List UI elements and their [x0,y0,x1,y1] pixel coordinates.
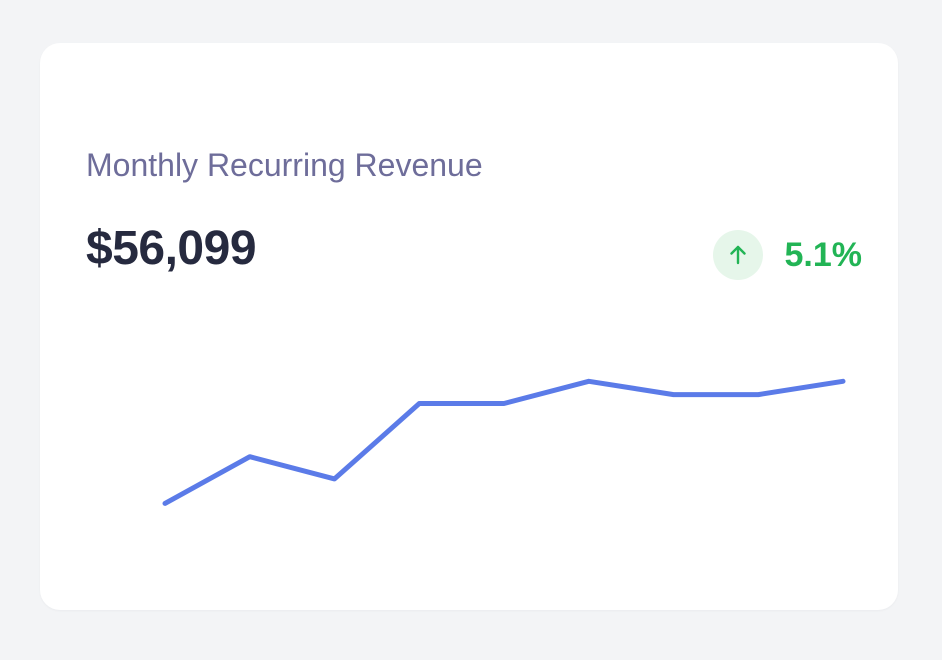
trend-indicator: 5.1% [712,230,863,280]
arrow-up-icon [712,230,763,280]
metric-value: $56,099 [86,222,257,275]
trend-value: 5.1% [784,236,863,274]
sparkline-series-line [162,378,846,506]
mrr-card: Monthly Recurring Revenue $56,099 5.1% [40,43,898,610]
card-title: Monthly Recurring Revenue [86,147,483,183]
revenue-sparkline [162,378,846,506]
